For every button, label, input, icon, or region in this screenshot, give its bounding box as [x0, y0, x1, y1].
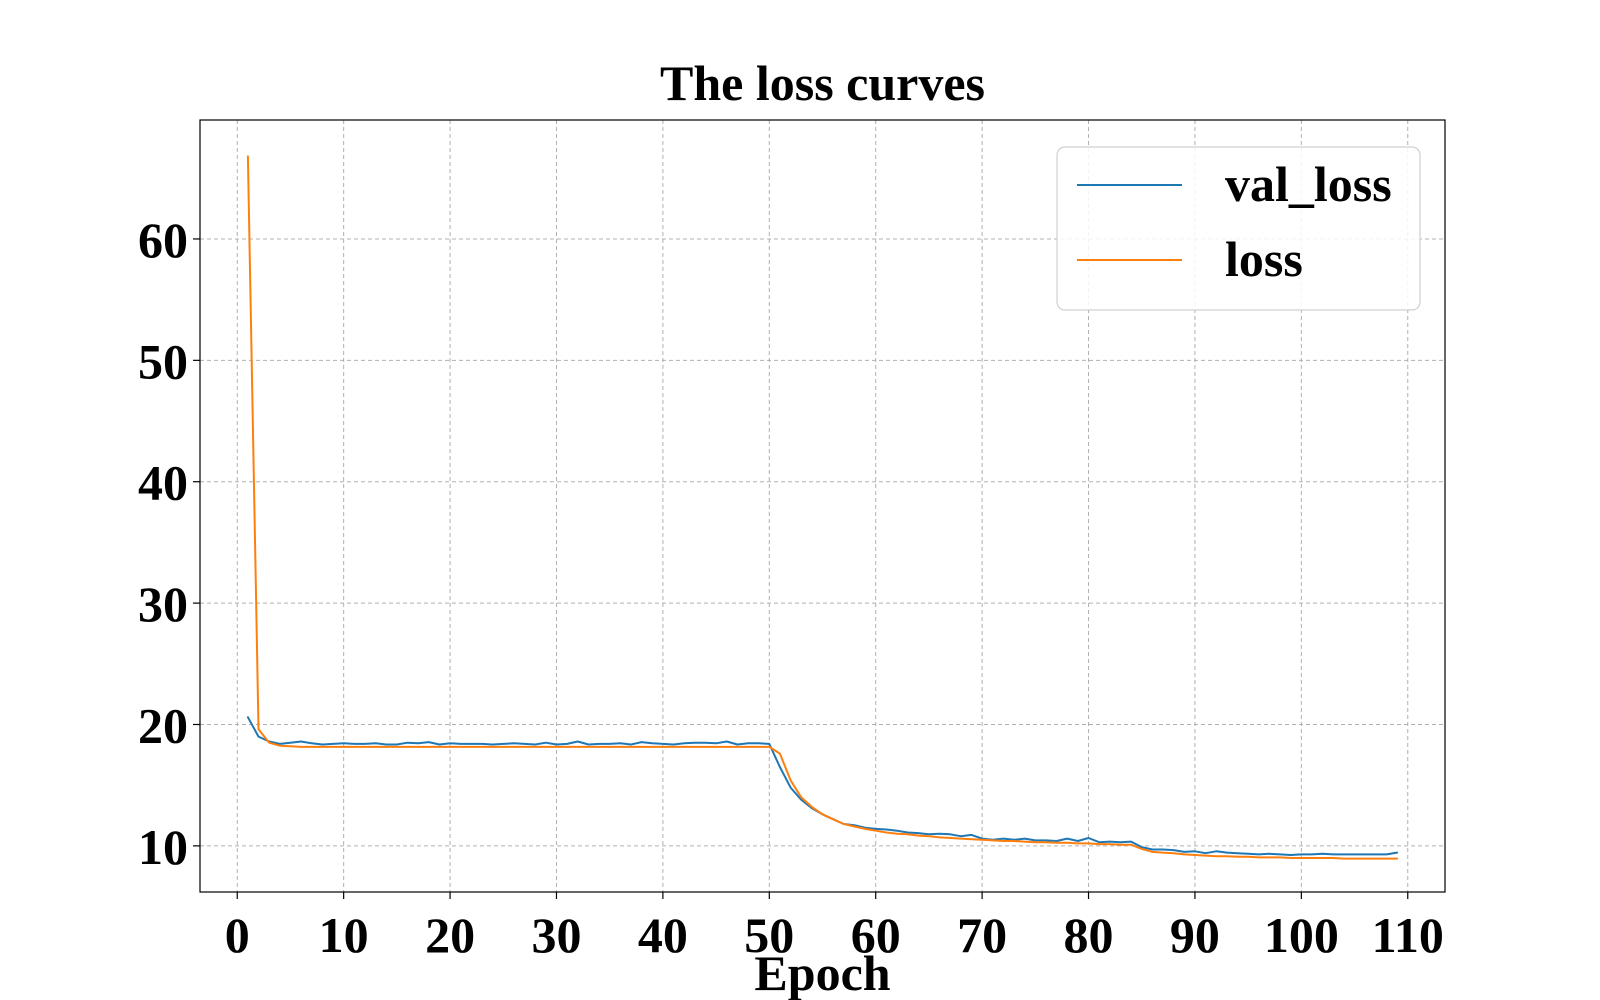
- legend-label-val-loss: val_loss: [1225, 156, 1392, 212]
- y-tick-label: 30: [138, 576, 188, 632]
- x-tick-label: 20: [425, 907, 475, 963]
- y-tick-label: 10: [138, 819, 188, 875]
- axis-ticks: 0 10 20 30 40 50 60 70 80 90 100 110 10 20 30 40 50 60: [138, 212, 1444, 963]
- y-tick-label: 60: [138, 212, 188, 268]
- y-tick-label: 40: [138, 455, 188, 511]
- x-tick-label: 50: [744, 907, 794, 963]
- x-axis-label: Epoch: [754, 945, 890, 1000]
- legend-box: [1056, 146, 1421, 311]
- x-tick-label: 60: [851, 907, 901, 963]
- x-tick-label: 10: [319, 907, 369, 963]
- x-tick-label: 70: [957, 907, 1007, 963]
- x-tick-label: 110: [1372, 907, 1444, 963]
- legend-label-loss: loss: [1225, 231, 1303, 287]
- x-tick-label: 90: [1170, 907, 1220, 963]
- y-tick-label: 50: [138, 333, 188, 389]
- loss-line: [246, 155, 1399, 860]
- plot-frame: [199, 119, 1446, 893]
- x-tick-label: 80: [1064, 907, 1114, 963]
- x-tick-label: 100: [1264, 907, 1339, 963]
- x-tick-label: 40: [638, 907, 688, 963]
- series-lines: [246, 155, 1399, 860]
- x-tick-label: 0: [225, 907, 250, 963]
- x-tick-label: 30: [531, 907, 581, 963]
- y-tick-label: 20: [138, 697, 188, 753]
- chart-title: The loss curves: [660, 55, 985, 111]
